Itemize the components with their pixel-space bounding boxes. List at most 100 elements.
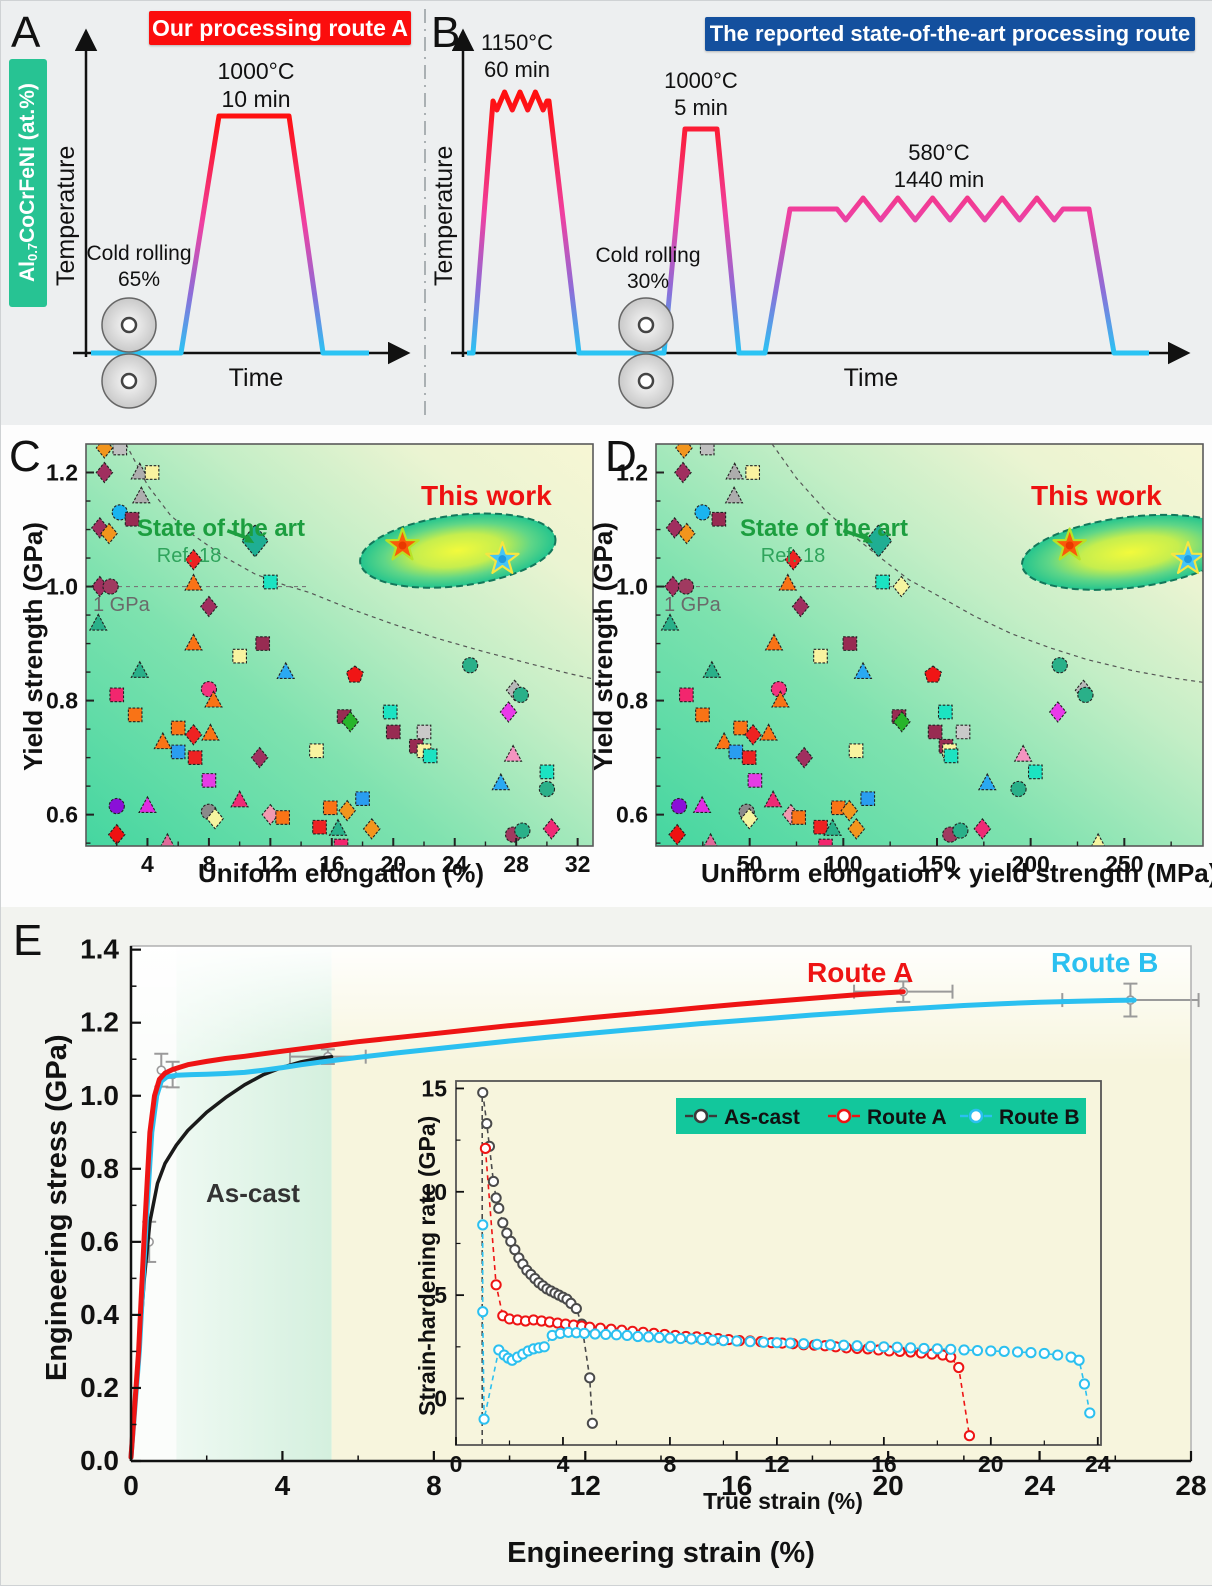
y-tick-label: 1.0 xyxy=(616,574,648,600)
inset-point xyxy=(838,1339,850,1351)
inset-y-tick-label: 15 xyxy=(421,1075,447,1101)
inset-point xyxy=(479,1142,492,1154)
e-y-tick-label: 0.2 xyxy=(80,1372,119,1403)
x-tick-label: 8 xyxy=(203,851,216,877)
inset-point xyxy=(696,1333,708,1346)
inset-point xyxy=(664,1332,676,1344)
inset-point xyxy=(584,1372,596,1384)
scatter-points xyxy=(88,444,561,846)
inset-point xyxy=(497,1217,509,1229)
panel-b-step1-temp: 1150°C xyxy=(481,30,553,55)
y-tick-label: 0.8 xyxy=(616,688,648,714)
inset-point xyxy=(642,1331,655,1343)
inset-strain-hardening: 0 4 8 12 16 20 24 0 5 10 15 xyxy=(421,1075,1110,1477)
panel-c-letter: C xyxy=(9,432,41,481)
x-tick-label: 28 xyxy=(503,851,529,877)
inset-point xyxy=(971,1344,984,1357)
inset-point xyxy=(653,1331,665,1344)
y-tick-label: 0.8 xyxy=(46,688,78,714)
x-tick-label: 100 xyxy=(824,851,862,877)
inset-point xyxy=(998,1345,1010,1357)
panel-b-ylabel: Temperature xyxy=(430,145,458,287)
panel-b-xlabel: Time xyxy=(843,364,899,392)
inset-point xyxy=(731,1335,743,1347)
panel-a-title: Our processing route A xyxy=(149,11,411,45)
e-x-tick-label: 8 xyxy=(426,1470,442,1501)
panel-c-ref: Ref. 18 xyxy=(156,545,222,567)
inset-point xyxy=(945,1343,957,1355)
inset-point xyxy=(798,1338,810,1350)
x-tick-label: 50 xyxy=(737,851,763,877)
route-a-temperature-profile xyxy=(91,113,369,356)
panel-d-xlabel: Uniform elongation × yield strength (MPa… xyxy=(701,858,1212,888)
panel-d-gpa-label: 1 GPa xyxy=(664,594,721,616)
inset-point xyxy=(1011,1346,1024,1358)
legend-label: Route A xyxy=(867,1106,947,1129)
inset-point xyxy=(621,1329,633,1342)
inset-point xyxy=(578,1327,590,1339)
inset-point xyxy=(811,1338,823,1350)
star-center-dot xyxy=(498,555,507,564)
e-y-tick-label: 0.0 xyxy=(80,1445,119,1476)
x-tick-label: 32 xyxy=(565,851,591,877)
inset-x-tick-label: 24 xyxy=(1085,1451,1111,1477)
panel-b-step1-time: 60 min xyxy=(483,57,551,82)
e-x-tick-label: 24 xyxy=(1024,1470,1056,1501)
x-tick-label: 12 xyxy=(258,851,284,877)
inset-x-tick-label: 12 xyxy=(764,1451,790,1477)
inset-point xyxy=(610,1329,623,1341)
inset-point xyxy=(771,1337,783,1349)
x-tick-label: 4 xyxy=(141,851,154,877)
inset-point xyxy=(931,1343,943,1355)
e-x-tick-label: 4 xyxy=(275,1470,291,1501)
inset-point xyxy=(478,1413,490,1425)
inset-point xyxy=(685,1333,697,1345)
inset-point xyxy=(1084,1407,1096,1419)
inset-point xyxy=(1025,1347,1037,1359)
panel-a-cold-rolling: Cold rolling 65% xyxy=(86,242,192,292)
e-y-tick-label: 0.6 xyxy=(80,1226,119,1257)
inset-point xyxy=(985,1345,997,1357)
panel-a-letter: A xyxy=(11,8,41,57)
inset-point xyxy=(1052,1349,1064,1361)
inset-point xyxy=(493,1202,505,1214)
panel-a-anneal-temp: 1000°C xyxy=(217,58,295,84)
inset-point xyxy=(586,1417,598,1429)
x-tick-label: 250 xyxy=(1105,851,1143,877)
e-x-tick-label: 28 xyxy=(1175,1470,1206,1501)
curve-route-a xyxy=(128,989,906,1460)
x-tick-label: 150 xyxy=(918,851,956,877)
e-x-tick-label: 12 xyxy=(570,1470,601,1501)
sota-arrow xyxy=(226,529,248,540)
panel-d-plot-area xyxy=(656,444,1203,846)
inset-point xyxy=(589,1328,601,1340)
scatter-charts: 4 8 12 16 20 24 28 32 0.6 0.8 1.0 1.2 50 100 150 200 250… xyxy=(46,443,1204,877)
x-tick-label: 16 xyxy=(319,851,345,877)
e-x-tick-label: 16 xyxy=(721,1470,752,1501)
inset-point xyxy=(707,1334,719,1346)
inset-point xyxy=(905,1342,917,1354)
inset-x-tick-label: 4 xyxy=(557,1451,570,1477)
star-center-dot xyxy=(1065,541,1074,550)
panel-c-sota: State of the art xyxy=(136,515,306,542)
star-center-dot xyxy=(1184,555,1193,564)
e-y-tick-label: 1.4 xyxy=(80,934,119,965)
inset-point xyxy=(675,1332,687,1345)
inset-point xyxy=(717,1335,730,1347)
legend-label: Route B xyxy=(999,1106,1080,1129)
panel-a-anneal-time: 10 min xyxy=(221,86,291,112)
panel-d-this-work: This work xyxy=(1031,480,1162,511)
y-tick-label: 1.0 xyxy=(46,574,78,600)
y-tick-label: 0.6 xyxy=(616,802,648,828)
panel-b-step3-temp: 580°C xyxy=(908,140,970,165)
inset-point xyxy=(744,1336,756,1348)
panel-d-ref: Ref. 18 xyxy=(760,545,826,567)
inset-point xyxy=(1038,1347,1050,1360)
panel-e-letter: E xyxy=(13,916,43,965)
inset-point xyxy=(851,1340,863,1352)
as-cast-label: As-cast xyxy=(206,1178,300,1208)
panel-c-ylabel: Yield strength (GPa) xyxy=(18,522,48,772)
star-center-dot xyxy=(398,541,407,550)
x-tick-label: 24 xyxy=(442,851,468,877)
